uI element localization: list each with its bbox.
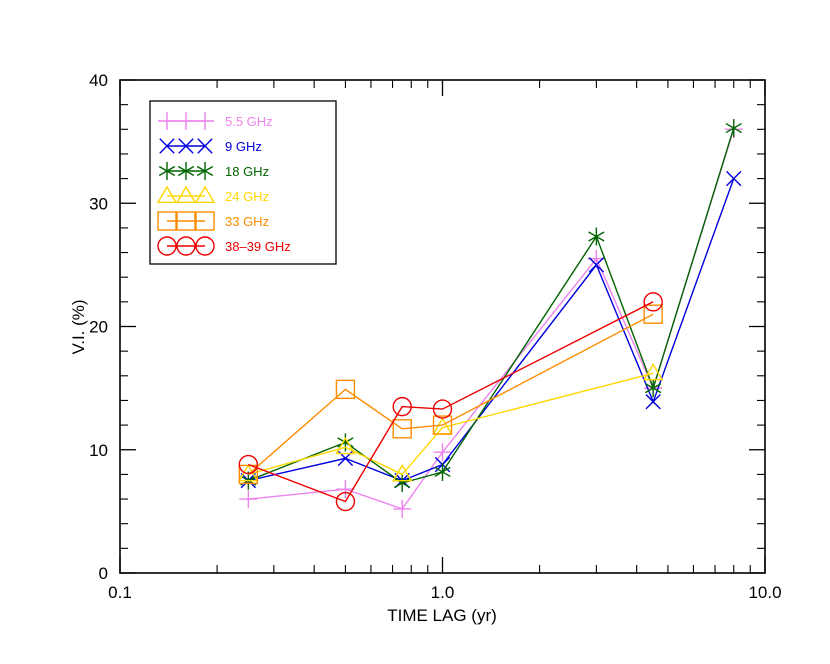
legend-label: 18 GHz <box>225 164 269 179</box>
square-marker <box>157 211 177 231</box>
triangle-marker <box>391 464 413 482</box>
plus-marker <box>433 443 452 462</box>
x-marker <box>726 170 742 187</box>
plus-marker <box>336 480 355 499</box>
series-2 <box>240 119 742 493</box>
legend-item: 24 GHz <box>156 185 269 204</box>
asterisk-marker <box>177 162 195 180</box>
legend-label: 38–39 GHz <box>225 239 291 254</box>
circle-marker <box>195 236 215 256</box>
legend-item: 33 GHz <box>157 211 269 231</box>
triangle-marker <box>335 436 356 455</box>
circle-marker <box>392 396 412 417</box>
triangle-marker <box>194 185 216 204</box>
legend-label: 33 GHz <box>225 214 269 229</box>
minor-ticks <box>120 80 765 573</box>
legend-box <box>149 100 337 265</box>
x-tick-label: 0.1 <box>108 583 132 602</box>
plus-marker <box>239 490 258 509</box>
y-tick-label: 30 <box>89 194 108 213</box>
series-4 <box>238 304 663 485</box>
asterisk-marker <box>588 227 605 246</box>
circle-marker <box>238 454 259 475</box>
legend-item: 38–39 GHz <box>157 236 291 256</box>
asterisk-marker <box>337 433 354 452</box>
circle-marker <box>432 399 453 419</box>
series-line <box>247 313 654 475</box>
triangle-marker <box>156 185 178 204</box>
legend-label: 5.5 GHz <box>225 114 273 129</box>
series-3 <box>238 362 664 482</box>
plus-marker <box>177 112 195 130</box>
x-marker <box>197 138 213 154</box>
triangle-marker <box>175 185 197 204</box>
series-line <box>248 372 654 476</box>
square-marker <box>195 211 215 231</box>
x-axis-label: TIME LAG (yr) <box>387 606 497 625</box>
legend-item: 5.5 GHz <box>158 112 273 130</box>
plot-frame <box>119 79 766 574</box>
legend-item: 9 GHz <box>159 138 262 154</box>
series-5 <box>238 292 663 512</box>
plus-marker <box>158 112 176 130</box>
asterisk-marker <box>434 462 451 481</box>
circle-marker <box>335 491 356 512</box>
square-marker <box>238 464 259 485</box>
x-marker <box>588 257 605 273</box>
asterisk-marker <box>394 474 411 493</box>
y-axis-label: V.I. (%) <box>69 299 88 354</box>
square-marker <box>432 415 453 435</box>
plus-marker <box>196 112 214 130</box>
y-tick-label: 0 <box>99 564 108 583</box>
x-marker <box>178 138 194 154</box>
circle-marker <box>643 292 663 312</box>
legend-label: 9 GHz <box>225 139 262 154</box>
square-marker <box>176 211 196 231</box>
plus-marker <box>393 499 412 518</box>
square-marker <box>392 419 412 439</box>
x-marker <box>645 393 661 410</box>
y-tick-label: 20 <box>89 318 108 337</box>
square-marker <box>335 379 356 400</box>
y-tick-label: 40 <box>89 71 108 90</box>
y-tick-label: 10 <box>89 441 108 460</box>
series-line <box>248 301 654 503</box>
asterisk-marker <box>645 379 662 398</box>
triangle-marker <box>642 362 664 381</box>
x-tick-label: 10.0 <box>748 583 781 602</box>
legend-label: 24 GHz <box>225 189 269 204</box>
x-marker <box>159 138 175 154</box>
asterisk-marker <box>158 162 176 180</box>
x-tick-label: 1.0 <box>431 583 455 602</box>
legend: 5.5 GHz 9 GHz 18 GHz 24 GHz 33 GHz 38–39 GHz <box>149 100 337 265</box>
circle-marker <box>176 236 196 256</box>
tick-labels: 0.1 1.0 10.0 0 10 20 30 40 <box>89 71 781 602</box>
legend-item: 18 GHz <box>158 162 269 180</box>
asterisk-marker <box>196 162 214 180</box>
asterisk-marker <box>725 119 742 138</box>
square-marker <box>643 304 663 324</box>
series-layer <box>238 119 743 518</box>
circle-marker <box>157 236 177 256</box>
